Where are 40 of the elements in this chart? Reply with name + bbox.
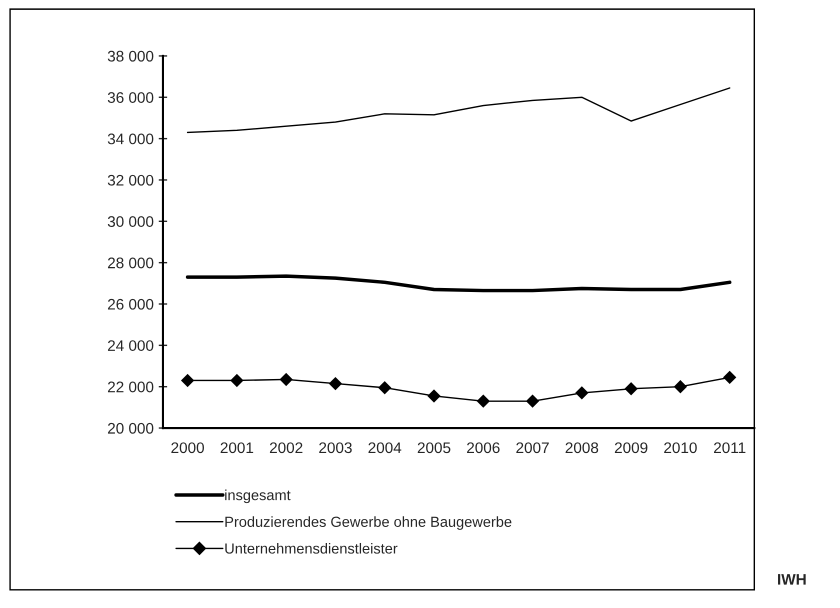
x-tick-label: 2007 xyxy=(516,442,549,454)
x-tick-label: 2000 xyxy=(171,442,204,454)
point xyxy=(428,390,440,402)
point xyxy=(476,394,490,408)
x-tick-label: 2009 xyxy=(614,442,648,454)
text: IWH xyxy=(778,574,806,585)
y-tick-label: 30 000 xyxy=(108,216,154,227)
point xyxy=(329,377,342,390)
x-tick-label: 2011 xyxy=(714,442,746,454)
y-tick-label: 34 000 xyxy=(108,133,154,144)
y-tick-label: 28 000 xyxy=(108,258,154,268)
x-tick-label: 2003 xyxy=(319,442,352,454)
x-tick-label: 2006 xyxy=(467,442,500,454)
y-tick-label: 24 000 xyxy=(108,340,154,352)
point xyxy=(378,381,392,394)
point xyxy=(181,374,194,387)
legend-label: insgesamt xyxy=(225,490,291,504)
x-tick-label: 2004 xyxy=(368,442,402,454)
x-tick-label: 2002 xyxy=(270,442,302,454)
legend-label: Produzierendes Gewerbe ohne Baugewerbe xyxy=(225,516,512,530)
point xyxy=(624,382,638,396)
point xyxy=(575,386,588,400)
y-tick-label: 20 000 xyxy=(108,422,154,434)
point xyxy=(280,373,293,386)
point xyxy=(526,394,539,408)
y-tick-label: 26 000 xyxy=(108,298,154,310)
x-tick-label: 2010 xyxy=(664,442,697,454)
y-tick-label: 36 000 xyxy=(108,92,154,103)
point xyxy=(674,380,687,394)
y-tick-label: 38 000 xyxy=(108,50,154,62)
point xyxy=(230,374,244,387)
legend-label: Unternehmensdienstleister xyxy=(225,542,398,554)
y-tick-label: 22 000 xyxy=(108,382,154,392)
x-tick-label: 2008 xyxy=(566,442,598,454)
line-series xyxy=(186,274,732,292)
x-tick-label: 2005 xyxy=(418,442,450,454)
line-series xyxy=(186,87,730,134)
x-tick-label: 2001 xyxy=(220,442,254,454)
y-tick-label: 32 000 xyxy=(108,174,154,186)
point xyxy=(723,370,736,384)
